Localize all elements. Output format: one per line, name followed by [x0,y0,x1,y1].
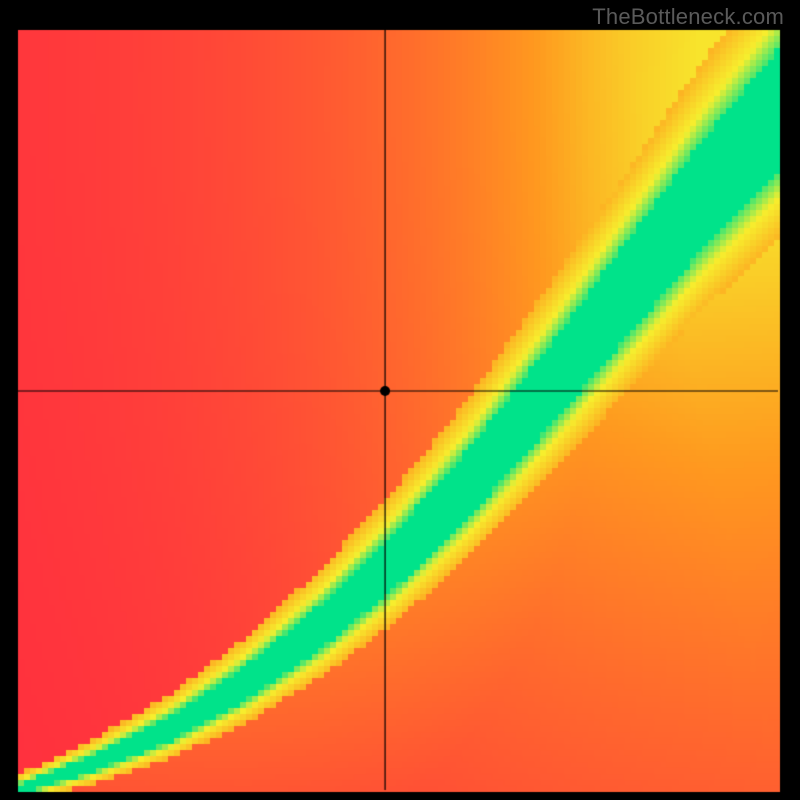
watermark-text: TheBottleneck.com [592,4,784,30]
chart-container: TheBottleneck.com [0,0,800,800]
heatmap-canvas [0,0,800,800]
